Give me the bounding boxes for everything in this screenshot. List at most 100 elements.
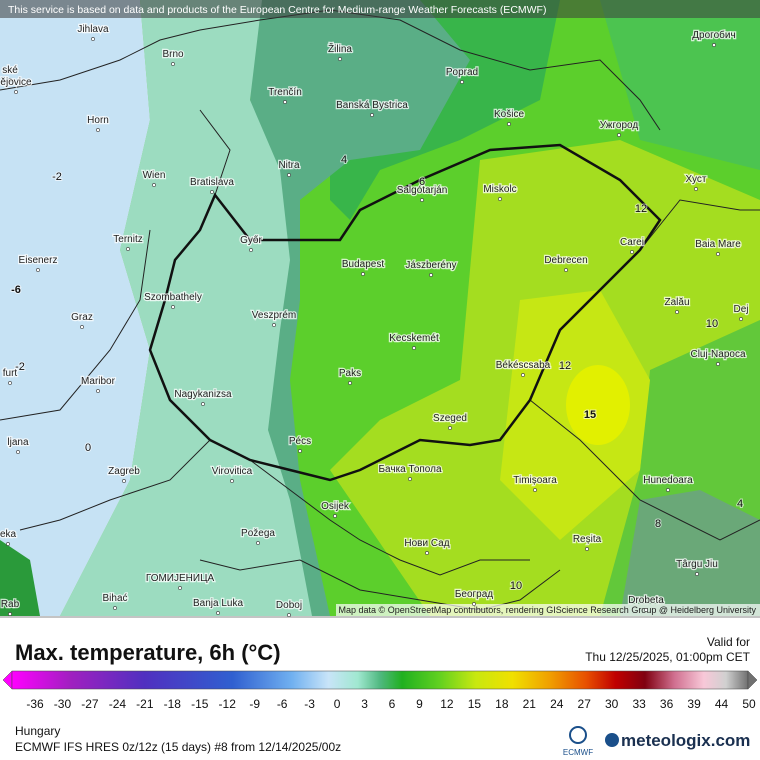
colorbar-tick-label: -15: [191, 697, 209, 711]
city-label: Zalău: [664, 297, 689, 308]
city-label: Carei: [620, 237, 644, 248]
city-dot: [712, 43, 716, 47]
city-label: Doboj: [276, 600, 302, 611]
city-dot: [425, 551, 429, 555]
city-label: Košice: [494, 109, 524, 120]
contour-label: 4: [737, 498, 743, 510]
city-dot: [338, 57, 342, 61]
temperature-area: [60, 0, 312, 616]
city-label: Бачка Топола: [378, 464, 442, 475]
city-dot: [408, 477, 412, 481]
contour-label: 6: [419, 176, 425, 188]
colorbar-tick-label: 6: [389, 697, 396, 711]
city-label: Eisenerz: [19, 255, 58, 266]
colorbar-tick-label: -3: [304, 697, 315, 711]
colorbar-tick-label: -21: [136, 697, 154, 711]
city-label: Bihać: [102, 593, 127, 604]
border: [529, 399, 760, 541]
temperature-area: [566, 365, 630, 445]
city-label: Jászberény: [405, 260, 456, 271]
city-dot: [644, 608, 648, 612]
city-dot: [348, 381, 352, 385]
colorbar-tick-label: 18: [495, 697, 509, 711]
city-label: Budapest: [342, 259, 384, 270]
contour-labels: -2 -6 -2 0 4 6 12 12 15 10 10 8 4: [10, 153, 744, 593]
city-dot: [91, 37, 95, 41]
colorbar-tick-label: 0: [334, 697, 341, 711]
city-dot: [521, 373, 525, 377]
city-dot: [126, 247, 130, 251]
city-dot: [256, 541, 260, 545]
city-label: ljana: [7, 437, 29, 448]
border: [249, 459, 530, 576]
city-label: Cluj-Napoca: [690, 349, 745, 360]
city-dot: [171, 62, 175, 66]
city-label: Ternitz: [113, 234, 142, 245]
colorbar-tick-label: -36: [26, 697, 44, 711]
model-run: ECMWF IFS HRES 0z/12z (15 days) #8 from …: [15, 740, 341, 754]
city-dot: [716, 252, 720, 256]
border: [199, 559, 561, 611]
city-label: Ужгород: [600, 120, 639, 131]
city-label: Timișoara: [513, 475, 557, 486]
city-dot: [283, 100, 287, 104]
city-dot: [585, 547, 589, 551]
temperature-area: [0, 540, 40, 616]
city-dot: [113, 606, 117, 610]
city-label: furt: [3, 368, 18, 379]
city-dot: [171, 305, 175, 309]
city-label: Banja Luka: [193, 598, 243, 609]
colorbar-tick-label: -9: [249, 697, 260, 711]
city-dot: [122, 479, 126, 483]
city-label: Београд: [455, 589, 493, 600]
borders: [0, 9, 760, 611]
city-label: Veszprém: [252, 310, 296, 321]
temperature-area: [0, 0, 150, 616]
contour-label: 12: [635, 203, 647, 215]
city-label: Žilina: [328, 42, 352, 55]
notice-bar: [0, 0, 760, 18]
colorbar-tick-label: -18: [164, 697, 182, 711]
city-label: Horn: [87, 115, 109, 126]
city-label: Szeged: [433, 413, 467, 424]
city-dot: [564, 268, 568, 272]
city-dot: [429, 273, 433, 277]
city-label: Szombathely: [144, 292, 202, 303]
city-dot: [152, 183, 156, 187]
colorbar-tick-label: 15: [468, 697, 482, 711]
colorbar-tick-label: -27: [81, 697, 99, 711]
city-label: Jihlava: [77, 24, 109, 35]
contour-label: 15: [584, 409, 596, 421]
city-dot: [533, 488, 537, 492]
city-dot: [412, 346, 416, 350]
city-dot: [361, 272, 365, 276]
city-label: Kecskemét: [389, 333, 439, 344]
city-label: Bratislava: [190, 177, 234, 188]
border: [19, 439, 211, 531]
city-dot: [96, 128, 100, 132]
colorbar-tick-label: 44: [715, 697, 729, 711]
city-dot: [287, 173, 291, 177]
contour-label: -6: [11, 284, 21, 296]
city-label: Zagreb: [108, 466, 140, 477]
city-label: Brno: [162, 49, 184, 60]
city-dot: [675, 310, 679, 314]
colorbar-end: [2, 670, 13, 690]
colorbar-end: [747, 670, 758, 690]
colorbar-tick-label: 33: [632, 697, 646, 711]
city-dot: [16, 450, 20, 454]
colorbar-tick-label: 24: [550, 697, 564, 711]
colorbar-tick-label: -24: [109, 697, 127, 711]
ecmwf-logo: [569, 726, 587, 744]
contour-label: 10: [510, 580, 522, 592]
colorbar-tick-label: 12: [440, 697, 454, 711]
city-label: Дрогобич: [692, 29, 735, 41]
border: [199, 109, 231, 196]
notice: This service is based on data and produc…: [8, 4, 546, 16]
city-label: ějovice: [0, 77, 32, 88]
brand: meteologix.com: [621, 731, 750, 750]
city-dot: [460, 80, 464, 84]
city-label: Reșita: [573, 534, 602, 545]
